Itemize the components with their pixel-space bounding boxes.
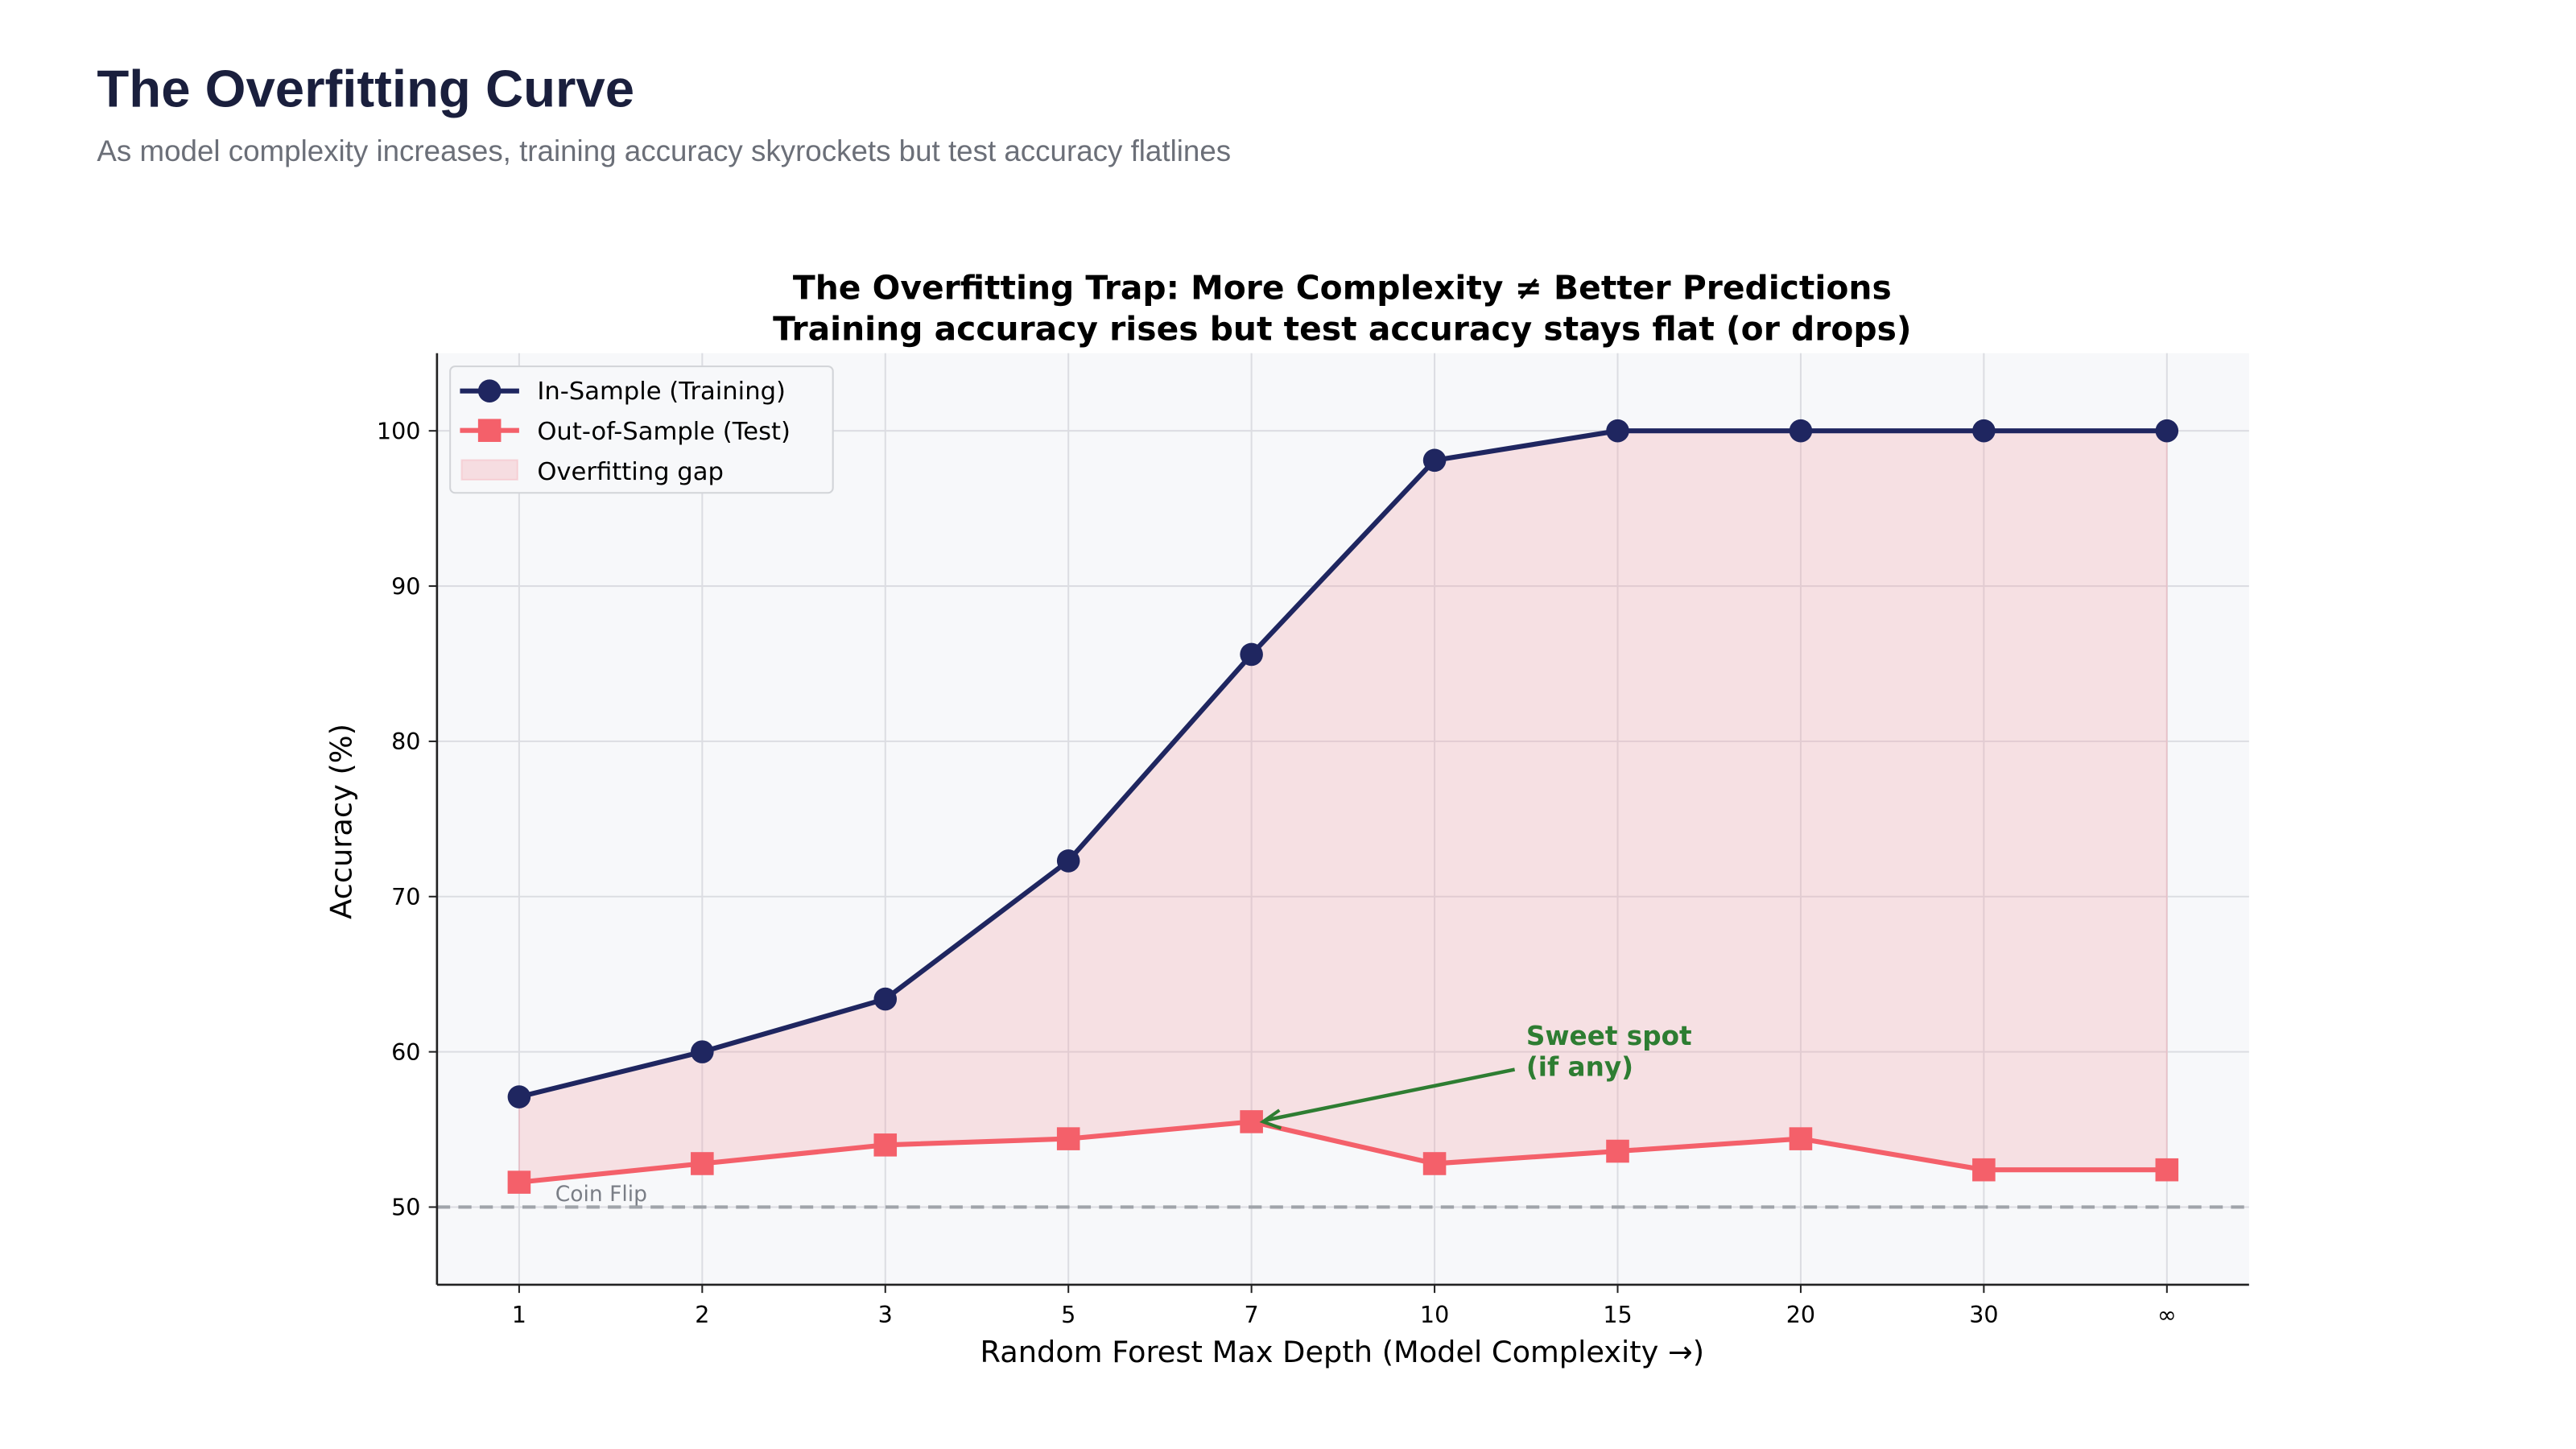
- legend-marker-training: [477, 379, 502, 402]
- training-point: [1789, 419, 1813, 443]
- page-subtitle: As model complexity increases, training …: [97, 134, 1232, 168]
- test-point: [507, 1170, 531, 1194]
- y-tick-label: 80: [391, 728, 420, 755]
- annotation-arrow: [1265, 1067, 1516, 1122]
- x-tick-label: 15: [1603, 1301, 1632, 1328]
- y-tick-label: 100: [377, 417, 421, 444]
- training-point: [1606, 419, 1629, 443]
- legend-swatch-gap: [460, 459, 518, 481]
- x-tick-label: 7: [1245, 1301, 1259, 1328]
- training-point: [1056, 849, 1080, 873]
- legend: In-Sample (Training) Out-of-Sample (Test)…: [449, 365, 834, 494]
- chart-subtitle: Training accuracy rises but test accurac…: [773, 309, 1911, 348]
- y-tick-label: 60: [391, 1038, 420, 1066]
- test-point: [1789, 1127, 1813, 1150]
- x-tick-label: 5: [1061, 1301, 1075, 1328]
- sweet-spot-label: (if any): [1526, 1052, 1633, 1083]
- training-point: [1422, 448, 1447, 473]
- y-axis-label: Accuracy (%): [324, 724, 359, 919]
- test-point: [691, 1152, 714, 1175]
- legend-box: [449, 365, 834, 494]
- x-tick-label: 30: [1969, 1301, 1998, 1328]
- y-tick-label: 70: [391, 883, 420, 910]
- arrow-head-icon: [1259, 1108, 1282, 1130]
- training-point: [1972, 419, 1996, 443]
- x-tick-label: 3: [878, 1301, 893, 1328]
- test-point: [1606, 1139, 1629, 1163]
- series-line-test: [518, 1119, 2167, 1185]
- x-tick-label: ∞: [2157, 1301, 2177, 1328]
- training-point: [691, 1040, 714, 1063]
- legend-label: Overfitting gap: [537, 458, 724, 486]
- test-point: [2155, 1158, 2179, 1182]
- chart-title: The Overfitting Trap: More Complexity ≠ …: [793, 268, 1892, 307]
- plot-background: [436, 353, 2249, 1285]
- training-point: [1240, 642, 1263, 667]
- test-point: [873, 1133, 898, 1157]
- x-tick-label: 2: [695, 1301, 709, 1328]
- test-point: [1240, 1110, 1263, 1133]
- training-point: [873, 987, 898, 1011]
- test-point: [1422, 1152, 1447, 1175]
- legend-marker-test: [477, 419, 502, 442]
- coin-flip-label: Coin Flip: [555, 1182, 647, 1207]
- training-point: [507, 1085, 531, 1108]
- test-point: [1056, 1127, 1080, 1150]
- series-line-training: [518, 428, 2167, 1100]
- legend-label: Out-of-Sample (Test): [537, 418, 791, 446]
- x-tick-label: 1: [512, 1301, 526, 1328]
- y-tick-label: 90: [391, 572, 420, 600]
- x-axis-label: Random Forest Max Depth (Model Complexit…: [980, 1335, 1705, 1369]
- y-tick-label: 50: [391, 1194, 420, 1221]
- training-point: [2155, 419, 2179, 443]
- sweet-spot-label: Sweet spot: [1526, 1021, 1692, 1051]
- x-tick-label: 20: [1786, 1301, 1815, 1328]
- test-point: [1972, 1158, 1996, 1182]
- page-title: The Overfitting Curve: [97, 59, 635, 118]
- legend-label: In-Sample (Training): [537, 378, 786, 406]
- x-tick-label: 10: [1420, 1301, 1449, 1328]
